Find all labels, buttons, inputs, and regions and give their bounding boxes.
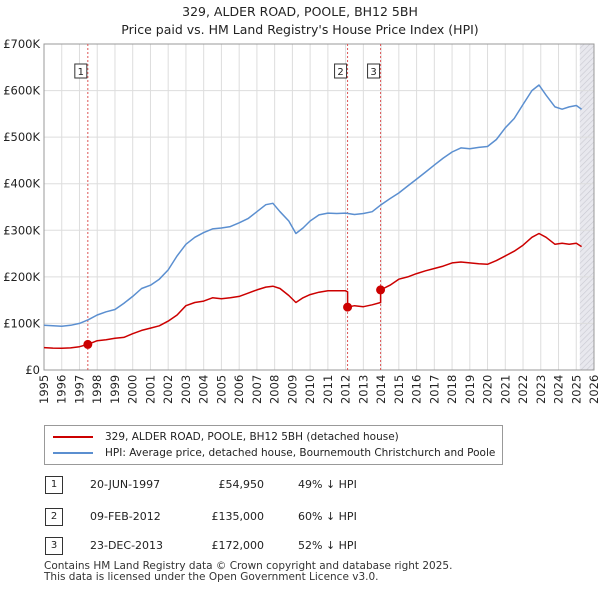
sale-marker-badge: 3 bbox=[367, 63, 381, 79]
x-tick-label: 2017 bbox=[427, 375, 441, 404]
sale-marker-label: 2 bbox=[337, 67, 343, 78]
sale-hpi-diff: 49% ↓ HPI bbox=[298, 478, 357, 491]
sale-marker-box bbox=[334, 63, 348, 79]
sale-marker-badge: 2 bbox=[334, 63, 348, 79]
sale-price: £172,000 bbox=[211, 539, 265, 552]
y-tick-label: £300K bbox=[3, 223, 40, 237]
x-tick-label: 2019 bbox=[463, 375, 477, 404]
x-tick-label: 1996 bbox=[55, 375, 69, 404]
x-tick-label: 2016 bbox=[410, 375, 424, 404]
legend-label-hpi: HPI: Average price, detached house, Bour… bbox=[105, 447, 496, 459]
sale-price: £135,000 bbox=[211, 510, 265, 523]
legend-label-property: 329, ALDER ROAD, POOLE, BH12 5BH (detach… bbox=[105, 431, 399, 443]
x-tick-label: 2022 bbox=[516, 375, 530, 404]
price-chart: £0 £100K £200K £300K £400K £500K £600K £700K 199… bbox=[3, 37, 600, 404]
table-row: 3 23-DEC-2013 £172,000 52% ↓ HPI bbox=[44, 537, 564, 555]
legend-item-property: 329, ALDER ROAD, POOLE, BH12 5BH (detach… bbox=[53, 429, 399, 445]
y-tick-label: £400K bbox=[3, 177, 40, 191]
x-tick-label: 2024 bbox=[552, 375, 566, 404]
sale-date: 09-FEB-2012 bbox=[90, 510, 161, 523]
x-tick-label: 2007 bbox=[250, 375, 264, 404]
x-tick-label: 2020 bbox=[481, 375, 495, 404]
x-tick-label: 2000 bbox=[126, 375, 140, 404]
chart-subtitle: Price paid vs. HM Land Registry's House … bbox=[121, 22, 479, 37]
y-tick-label: £200K bbox=[3, 270, 40, 284]
sale-price: £54,950 bbox=[218, 478, 265, 491]
y-tick-label: £600K bbox=[3, 84, 40, 98]
sale-marker-box bbox=[367, 63, 381, 79]
x-tick-label: 1995 bbox=[37, 375, 51, 404]
x-tick-label: 1999 bbox=[108, 375, 122, 404]
sale-number-badge: 3 bbox=[45, 537, 63, 555]
sale-marker-label: 1 bbox=[78, 67, 84, 78]
chart-title: 329, ALDER ROAD, POOLE, BH12 5BH bbox=[182, 4, 418, 19]
sale-marker-badge: 1 bbox=[74, 63, 88, 79]
x-tick-label: 2011 bbox=[321, 375, 335, 404]
x-tick-label: 2023 bbox=[534, 375, 548, 404]
series-line-hpi bbox=[43, 84, 583, 327]
x-tick-label: 2006 bbox=[232, 375, 246, 404]
x-tick-label: 2025 bbox=[569, 375, 583, 404]
plot-border bbox=[43, 43, 595, 371]
x-tick-label: 2002 bbox=[161, 375, 175, 404]
x-tick-label: 1997 bbox=[72, 375, 86, 404]
table-row: 1 20-JUN-1997 £54,950 49% ↓ HPI bbox=[44, 476, 564, 494]
x-tick-label: 2004 bbox=[197, 375, 211, 404]
y-tick-label: £0 bbox=[25, 363, 40, 377]
sale-point bbox=[343, 302, 353, 312]
x-tick-label: 2003 bbox=[179, 375, 193, 404]
legend-swatch-hpi bbox=[53, 452, 93, 454]
sale-number-badge: 2 bbox=[45, 508, 63, 526]
x-tick-label: 2009 bbox=[285, 375, 299, 404]
y-tick-label: £500K bbox=[3, 130, 40, 144]
x-tick-label: 2015 bbox=[392, 375, 406, 404]
sale-number-badge: 1 bbox=[45, 476, 63, 494]
future-hatch bbox=[579, 44, 594, 370]
x-tick-label: 2021 bbox=[498, 375, 512, 404]
x-tick-label: 2010 bbox=[303, 375, 317, 404]
legend-item-hpi: HPI: Average price, detached house, Bour… bbox=[53, 445, 495, 461]
x-tick-label: 2005 bbox=[214, 375, 228, 404]
y-tick-label: £700K bbox=[3, 37, 40, 51]
sale-hpi-diff: 60% ↓ HPI bbox=[298, 510, 357, 523]
sale-date: 23-DEC-2013 bbox=[90, 539, 164, 552]
sale-point bbox=[83, 339, 93, 349]
plot-area bbox=[44, 44, 594, 370]
sale-date: 20-JUN-1997 bbox=[90, 478, 161, 491]
sale-point bbox=[376, 285, 386, 295]
x-tick-label: 2001 bbox=[143, 375, 157, 404]
series-line-property bbox=[43, 232, 582, 350]
footer-line-2: This data is licensed under the Open Gov… bbox=[44, 571, 379, 583]
x-tick-label: 2008 bbox=[268, 375, 282, 404]
x-tick-label: 2026 bbox=[587, 375, 600, 404]
footer-line-1: Contains HM Land Registry data © Crown c… bbox=[44, 560, 453, 572]
sale-marker-label: 3 bbox=[370, 67, 376, 78]
table-row: 2 09-FEB-2012 £135,000 60% ↓ HPI bbox=[44, 508, 564, 526]
x-tick-label: 2013 bbox=[356, 375, 370, 404]
footer-credits: Contains HM Land Registry data © Crown c… bbox=[44, 561, 452, 583]
sale-hpi-diff: 52% ↓ HPI bbox=[298, 539, 357, 552]
sale-marker-box bbox=[74, 63, 88, 79]
x-tick-label: 2012 bbox=[339, 375, 353, 404]
x-tick-label: 2018 bbox=[445, 375, 459, 404]
chart-legend: 329, ALDER ROAD, POOLE, BH12 5BH (detach… bbox=[44, 425, 503, 465]
x-tick-label: 1998 bbox=[90, 375, 104, 404]
x-tick-label: 2014 bbox=[374, 375, 388, 404]
legend-swatch-property bbox=[53, 436, 93, 438]
y-tick-label: £100K bbox=[3, 316, 40, 330]
